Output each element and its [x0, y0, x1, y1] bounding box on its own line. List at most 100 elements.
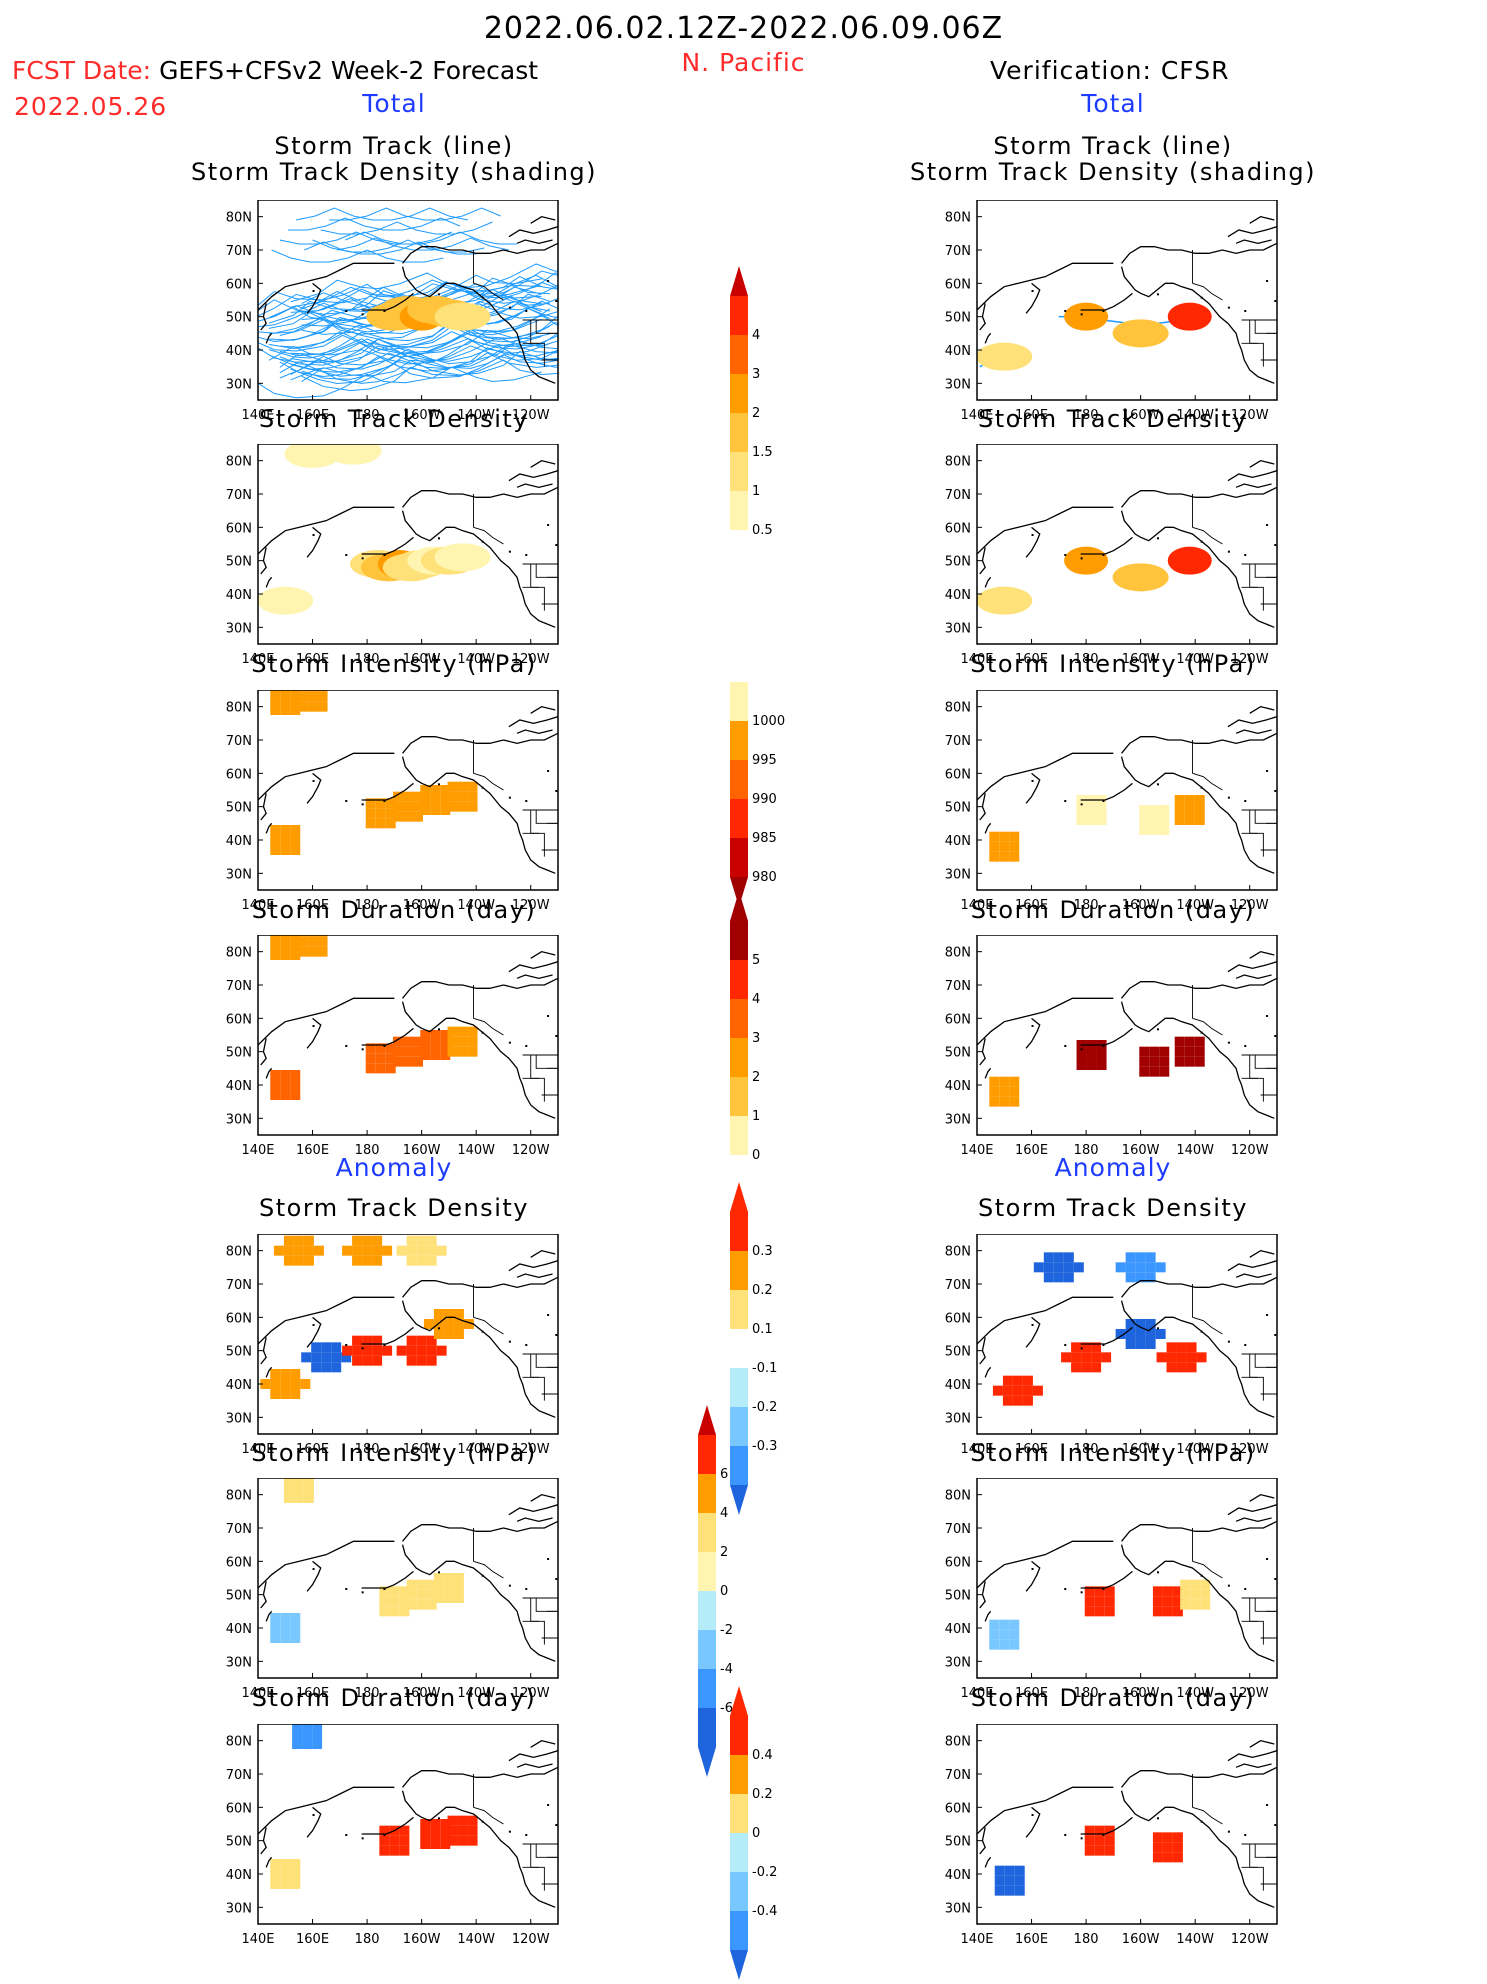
coastline: [361, 1570, 414, 1589]
colorbar-step: [730, 1329, 748, 1368]
data-cell: [303, 1235, 314, 1246]
y-tick-label: 40N: [945, 1378, 971, 1393]
colorbar-label: 995: [752, 753, 777, 768]
data-cell: [1172, 1606, 1183, 1617]
data-cell: [290, 1070, 301, 1080]
colorbar-step: [730, 1716, 748, 1755]
data-cell: [1125, 1339, 1136, 1349]
island: [312, 1814, 315, 1816]
coastline: [265, 576, 273, 588]
colorbar-step: [730, 960, 748, 999]
fc-6-svg: 140E 160E 180 160W 140W 120W 80N 70N 60N 50N 40N 30…: [226, 1724, 559, 1947]
data-cell: [1094, 1606, 1105, 1617]
data-cell: [280, 1080, 291, 1090]
storm-track-line: [320, 221, 493, 235]
data-cell: [1033, 1262, 1044, 1273]
data-cell: [1174, 805, 1185, 815]
coastline: [1025, 1017, 1041, 1049]
storm-track-line: [268, 308, 551, 350]
data-cell: [403, 1036, 413, 1047]
coastline: [530, 459, 556, 468]
data-cell: [1139, 1046, 1150, 1057]
data-cell: [1184, 1046, 1195, 1057]
colorbar-label: 0.5: [752, 523, 773, 538]
coastline: [984, 822, 992, 834]
x-tick-label: 120W: [512, 1932, 550, 1947]
data-cell: [443, 1309, 454, 1319]
data-cell: [1012, 1395, 1023, 1406]
data-cell: [270, 695, 281, 705]
data-cell: [447, 781, 458, 792]
data-cell: [396, 1245, 407, 1256]
map-background: [977, 690, 1277, 890]
colorbar-step: [730, 452, 748, 491]
data-cell: [1200, 1579, 1211, 1590]
title-fc-track-shading: Storm Track Density (shading): [190, 158, 598, 186]
coastline: [1249, 950, 1275, 959]
x-tick-label: 140E: [960, 408, 993, 423]
island: [345, 1344, 348, 1346]
data-cell: [302, 1724, 313, 1729]
data-cell: [1104, 1825, 1115, 1836]
y-tick-label: 70N: [945, 244, 971, 259]
coastline: [402, 981, 504, 999]
island: [1266, 770, 1269, 772]
data-cell: [1162, 1832, 1173, 1843]
island: [1244, 1344, 1247, 1346]
data-cell: [443, 1319, 454, 1329]
y-tick-label: 70N: [945, 1522, 971, 1537]
data-cell: [403, 801, 413, 812]
y-tick-label: 60N: [945, 521, 971, 536]
data-cell: [1094, 1586, 1105, 1597]
data-cell: [433, 1583, 444, 1593]
data-cell: [1156, 1352, 1167, 1363]
x-tick-label: 140E: [241, 1686, 274, 1701]
colorbar-step: [730, 374, 748, 413]
island: [1031, 1814, 1034, 1816]
coastline: [260, 547, 267, 575]
colorbar-arrow: [698, 1747, 716, 1777]
data-cell: [393, 1046, 403, 1057]
coastline: [979, 793, 986, 821]
y-tick-label: 50N: [945, 1835, 971, 1850]
coastline: [1235, 1273, 1272, 1279]
data-cell: [280, 1389, 291, 1399]
coastline: [516, 239, 553, 245]
island: [1157, 1817, 1159, 1820]
data-cell: [433, 1329, 444, 1339]
data-cell: [300, 1379, 311, 1389]
data-cell: [290, 1869, 301, 1879]
island: [1157, 1571, 1159, 1574]
data-cell: [290, 705, 301, 715]
data-cell: [1115, 1329, 1126, 1339]
storm-track-line: [290, 322, 558, 355]
data-cell: [1009, 841, 1020, 852]
island: [555, 544, 558, 546]
x-tick-label: 180: [355, 1143, 380, 1158]
data-cell: [1053, 1272, 1064, 1283]
data-cell: [365, 798, 376, 809]
title-vf-duration: Storm Duration (day): [970, 896, 1256, 924]
data-cell: [999, 851, 1010, 862]
data-cell: [1014, 1885, 1025, 1896]
data-cell: [362, 1335, 373, 1346]
data-cell: [467, 791, 478, 802]
data-cell: [440, 1030, 451, 1040]
data-cell: [365, 818, 376, 829]
island: [1200, 1031, 1203, 1034]
coastline: [1121, 736, 1223, 754]
data-cell: [403, 811, 413, 822]
coastline: [260, 1038, 267, 1066]
coastline: [984, 576, 992, 588]
data-cell: [1166, 1362, 1177, 1373]
colorbar-label: -0.2: [752, 1865, 777, 1880]
data-cell: [457, 781, 468, 792]
data-cell: [1094, 1835, 1105, 1846]
data-cell: [989, 841, 1000, 852]
data-cell: [1084, 1825, 1095, 1836]
data-cell: [1196, 1352, 1207, 1363]
coastline: [401, 266, 556, 384]
data-cell: [379, 1586, 390, 1597]
data-cell: [994, 1865, 1005, 1876]
y-tick-label: 50N: [945, 1589, 971, 1604]
